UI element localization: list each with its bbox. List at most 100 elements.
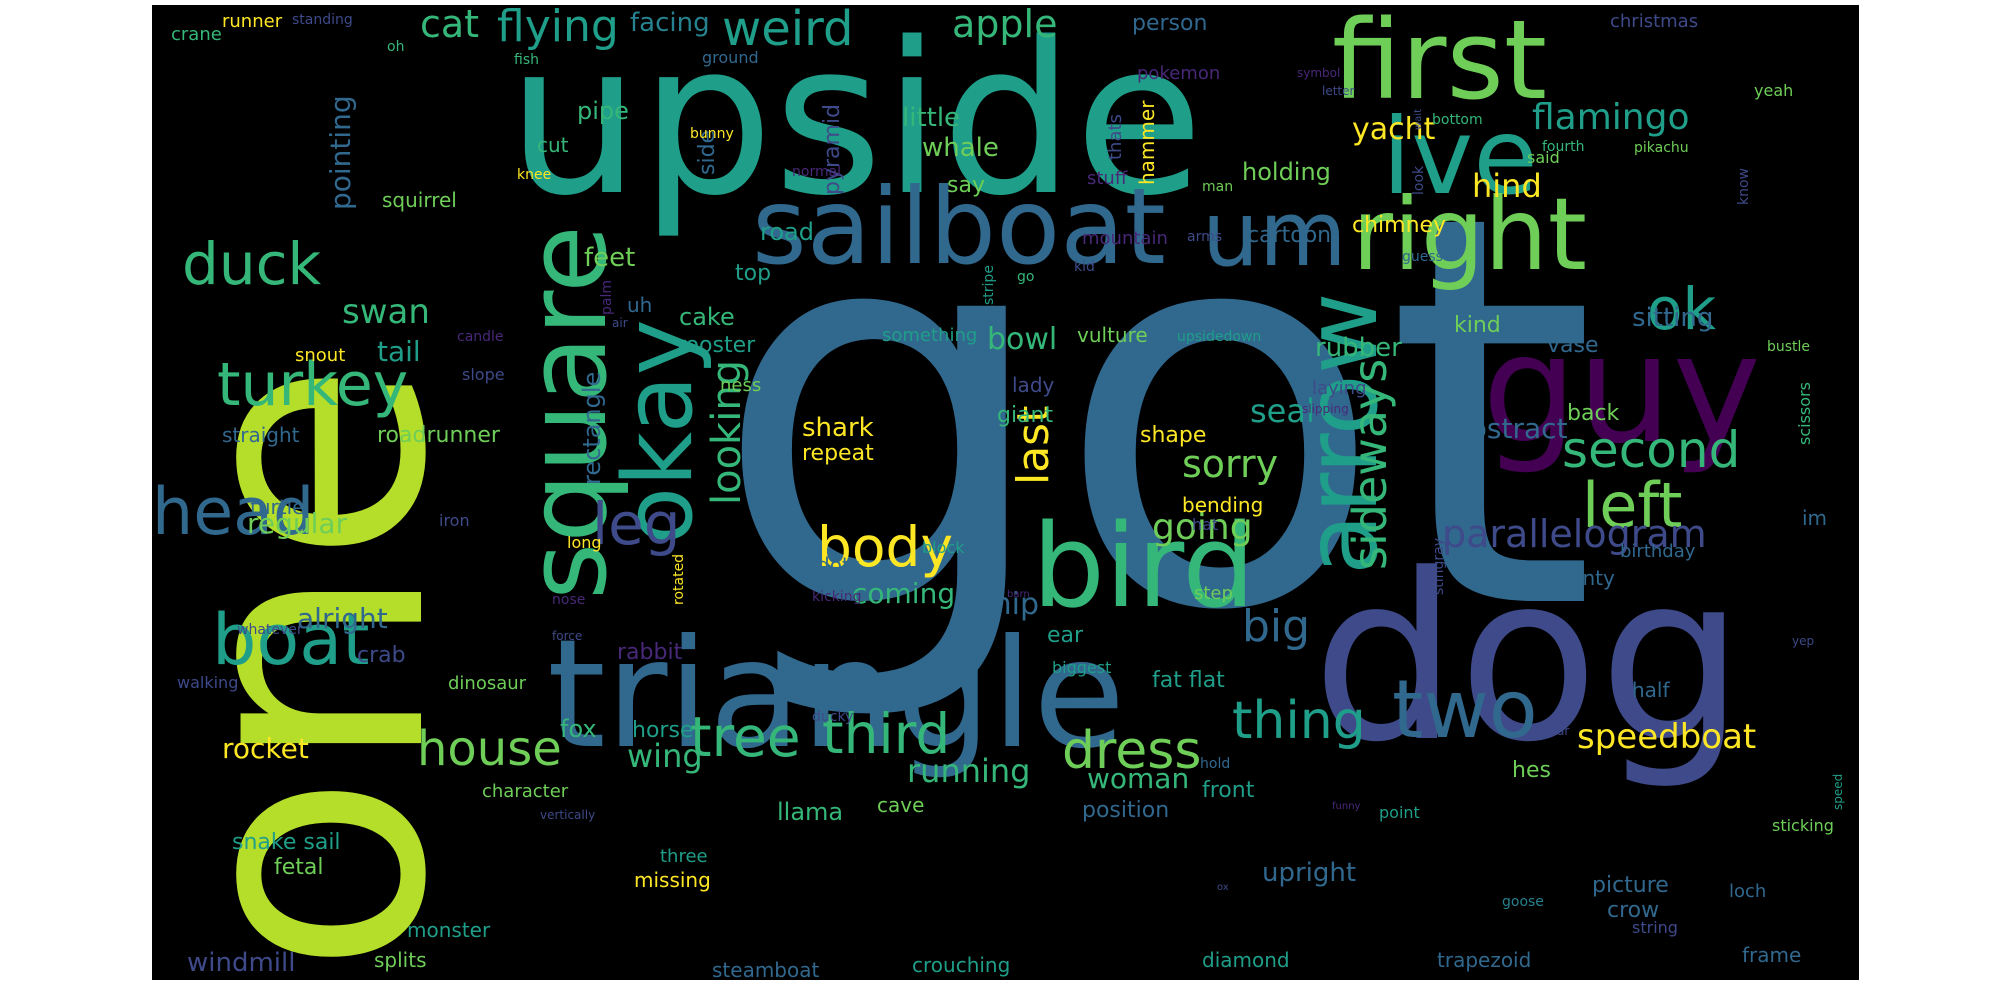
word-look: look: [1411, 165, 1427, 195]
word-sitting: sitting: [1632, 303, 1714, 333]
word-man: man: [1202, 179, 1234, 195]
word-giant: giant: [997, 403, 1054, 428]
word-horse: horse: [632, 718, 694, 743]
word-uh: uh: [627, 293, 653, 317]
word-guess: guess: [1402, 249, 1443, 265]
word-sideways: sideways: [1343, 358, 1397, 570]
word-woman: woman: [1087, 762, 1190, 795]
word-upsidedown: upsidedown: [1177, 329, 1262, 345]
word-cartoon: cartoon: [1247, 223, 1332, 248]
word-pointy: pointy: [1552, 566, 1615, 590]
word-wing: wing: [627, 737, 703, 775]
word-ground: ground: [702, 48, 759, 67]
word-ship: ship: [977, 587, 1040, 622]
word-chimney: chimney: [1352, 213, 1447, 238]
word-hes: hes: [1512, 758, 1551, 783]
word-kicking: kicking: [812, 589, 862, 605]
word-top: top: [735, 261, 772, 286]
word-sticking: sticking: [1772, 816, 1834, 835]
word-trapezoid: trapezoid: [1437, 948, 1532, 972]
word-speedboat: speedboat: [1577, 717, 1757, 757]
word-point: point: [1379, 803, 1420, 822]
word-cloud: got one upside dog triangle sailboat um …: [152, 5, 1859, 980]
word-air: air: [612, 316, 628, 330]
word-fat-flat: fat flat: [1152, 668, 1225, 693]
word-iron: iron: [439, 511, 470, 530]
word-rubber: rubber: [1315, 333, 1402, 363]
word-fetal: fetal: [274, 855, 324, 880]
word-crow: crow: [1607, 898, 1660, 923]
word-abstract: abstract: [1452, 412, 1568, 445]
word-whale: whale: [922, 133, 999, 163]
word-dog: dog: [1312, 526, 1745, 793]
word-snout: snout: [295, 345, 346, 366]
word-loch: loch: [1729, 881, 1767, 902]
word-front: front: [1202, 778, 1255, 803]
word-bowl: bowl: [987, 322, 1058, 357]
word-two: two: [1392, 663, 1538, 756]
word-normal: normal: [792, 164, 842, 180]
word-arms: arms: [1187, 229, 1223, 245]
word-bunny: bunny: [690, 126, 734, 142]
word-upright: upright: [1262, 858, 1357, 888]
word-lady: lady: [1012, 373, 1055, 397]
word-shark: shark: [802, 413, 874, 443]
word-rooster: rooster: [677, 333, 756, 358]
word-diamond: diamond: [1202, 948, 1290, 972]
word-tail: tail: [377, 335, 421, 368]
word-regular: regular: [247, 507, 348, 540]
word-yacht: yacht: [1352, 112, 1436, 147]
word-funny: funny: [1332, 801, 1361, 812]
word-whatever: whatever: [237, 622, 303, 638]
word-yep: yep: [1792, 634, 1815, 648]
word-laying: laying: [1312, 378, 1367, 399]
word-big: big: [1242, 601, 1311, 652]
word-palm: palm: [599, 280, 615, 315]
word-apple: apple: [952, 5, 1058, 46]
word-thing: thing: [1232, 691, 1366, 751]
word-bottom: bottom: [1432, 112, 1483, 128]
word-kind: kind: [1454, 313, 1501, 338]
word-long: long: [567, 533, 602, 552]
word-cake: cake: [679, 303, 735, 331]
word-leg: leg: [592, 490, 681, 558]
word-hold: hold: [1200, 756, 1231, 772]
word-duck: duck: [182, 230, 322, 298]
word-crab: crab: [357, 643, 406, 668]
word-cut: cut: [537, 133, 569, 157]
word-knee: knee: [517, 167, 552, 183]
word-hat: hat: [1192, 515, 1219, 534]
word-roadrunner: roadrunner: [377, 423, 500, 448]
word-said: said: [1527, 148, 1560, 167]
word-ear: ear: [1047, 623, 1084, 648]
word-feet: feet: [584, 243, 636, 273]
word-boat: boat: [212, 599, 370, 681]
word-alright: alright: [297, 602, 388, 635]
word-coming: coming: [852, 577, 956, 610]
word-goose: goose: [1502, 894, 1544, 910]
word-vulture: vulture: [1077, 323, 1148, 347]
word-snake-sail: snake sail: [232, 830, 341, 855]
word-candle: candle: [457, 329, 504, 345]
word-house: house: [417, 721, 562, 777]
word-crouching: crouching: [912, 953, 1011, 977]
word-sorry: sorry: [1182, 442, 1279, 486]
word-dots: dots: [817, 553, 861, 577]
word-scissors: scissors: [1795, 382, 1814, 445]
word-splits: splits: [374, 948, 427, 972]
word-stuff: stuff: [1087, 168, 1128, 189]
word-running: running: [907, 752, 1031, 790]
word-flamingo: flamingo: [1532, 97, 1690, 138]
word-slope: slope: [462, 365, 505, 384]
word-half: half: [1632, 678, 1670, 702]
word-monster: monster: [407, 918, 491, 942]
word-um: um: [1202, 182, 1347, 287]
word-im: im: [1802, 506, 1828, 530]
word-llama: llama: [777, 798, 844, 826]
word-hammer: hammer: [1135, 100, 1159, 185]
word-mountain: mountain: [1082, 228, 1168, 249]
word-ducky: ducky: [812, 709, 854, 725]
word-flying: flying: [497, 5, 619, 52]
word-walking: walking: [177, 673, 239, 692]
word-bustle: bustle: [1767, 339, 1811, 355]
